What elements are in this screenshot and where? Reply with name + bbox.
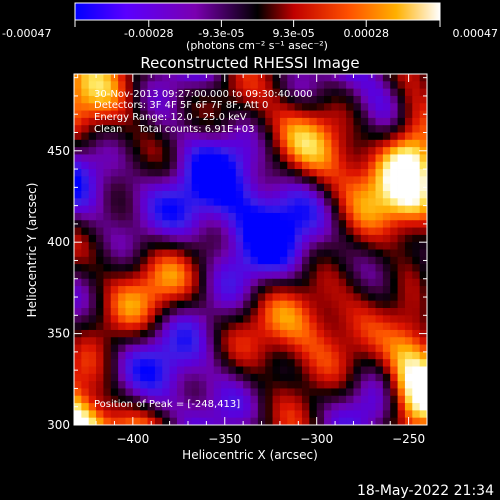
plot-frame (73, 73, 428, 426)
annotation-energy: Energy Range: 12.0 - 25.0 keV (94, 112, 247, 123)
x-axis-label: Heliocentric X (arcsec) (182, 448, 318, 462)
chart-title: Reconstructed RHESSI Image (140, 54, 359, 72)
y-tick-label: 300 (47, 418, 70, 432)
y-tick-label: 450 (47, 144, 70, 158)
x-tick-label: −400 (116, 432, 149, 446)
colorbar-tick-label: -9.3e-05 (198, 27, 244, 40)
colorbar-ticks (74, 20, 441, 27)
colorbar-tick-label: 0.00028 (343, 27, 389, 40)
axis-ticks (74, 74, 428, 426)
y-tick-label: 400 (47, 235, 70, 249)
x-tick-label: −300 (300, 432, 333, 446)
colorbar-tick-label: 9.3e-05 (272, 27, 314, 40)
annotation-detectors: Detectors: 3F 4F 5F 6F 7F 8F, Att 0 (94, 100, 268, 111)
y-tick-label: 350 (47, 327, 70, 341)
colorbar-tick-label: 0.00047 (453, 27, 499, 40)
y-axis-label: Heliocentric Y (arcsec) (25, 183, 39, 318)
colorbar-unit-label: (photons cm⁻² s⁻¹ asec⁻²) (186, 39, 328, 52)
y-tick-labels: 300 350 400 450 (47, 144, 70, 432)
colorbar: -0.00047 -0.00028 -9.3e-05 9.3e-05 0.00028 0.… (2, 2, 498, 52)
x-tick-label: −250 (392, 432, 425, 446)
colorbar-tick-label: -0.00047 (2, 27, 51, 40)
x-tick-labels: −400 −350 −300 −250 (116, 432, 425, 446)
colorbar-bar (74, 2, 441, 21)
x-tick-label: −350 (208, 432, 241, 446)
colorbar-tick-label: -0.00028 (124, 27, 173, 40)
colorbar-tick-labels: -0.00047 -0.00028 -9.3e-05 9.3e-05 0.00028 0.… (2, 27, 498, 40)
annotations: 30-Nov-2013 09:27:00.000 to 09:30:40.000… (94, 89, 313, 410)
annotation-peak: Position of Peak = [-248,413] (94, 399, 240, 410)
footer-timestamp: 18-May-2022 21:34 (357, 483, 494, 499)
annotation-clean: Clean Total counts: 6.91E+03 (94, 124, 254, 135)
annotation-time-range: 30-Nov-2013 09:27:00.000 to 09:30:40.000 (94, 89, 313, 100)
